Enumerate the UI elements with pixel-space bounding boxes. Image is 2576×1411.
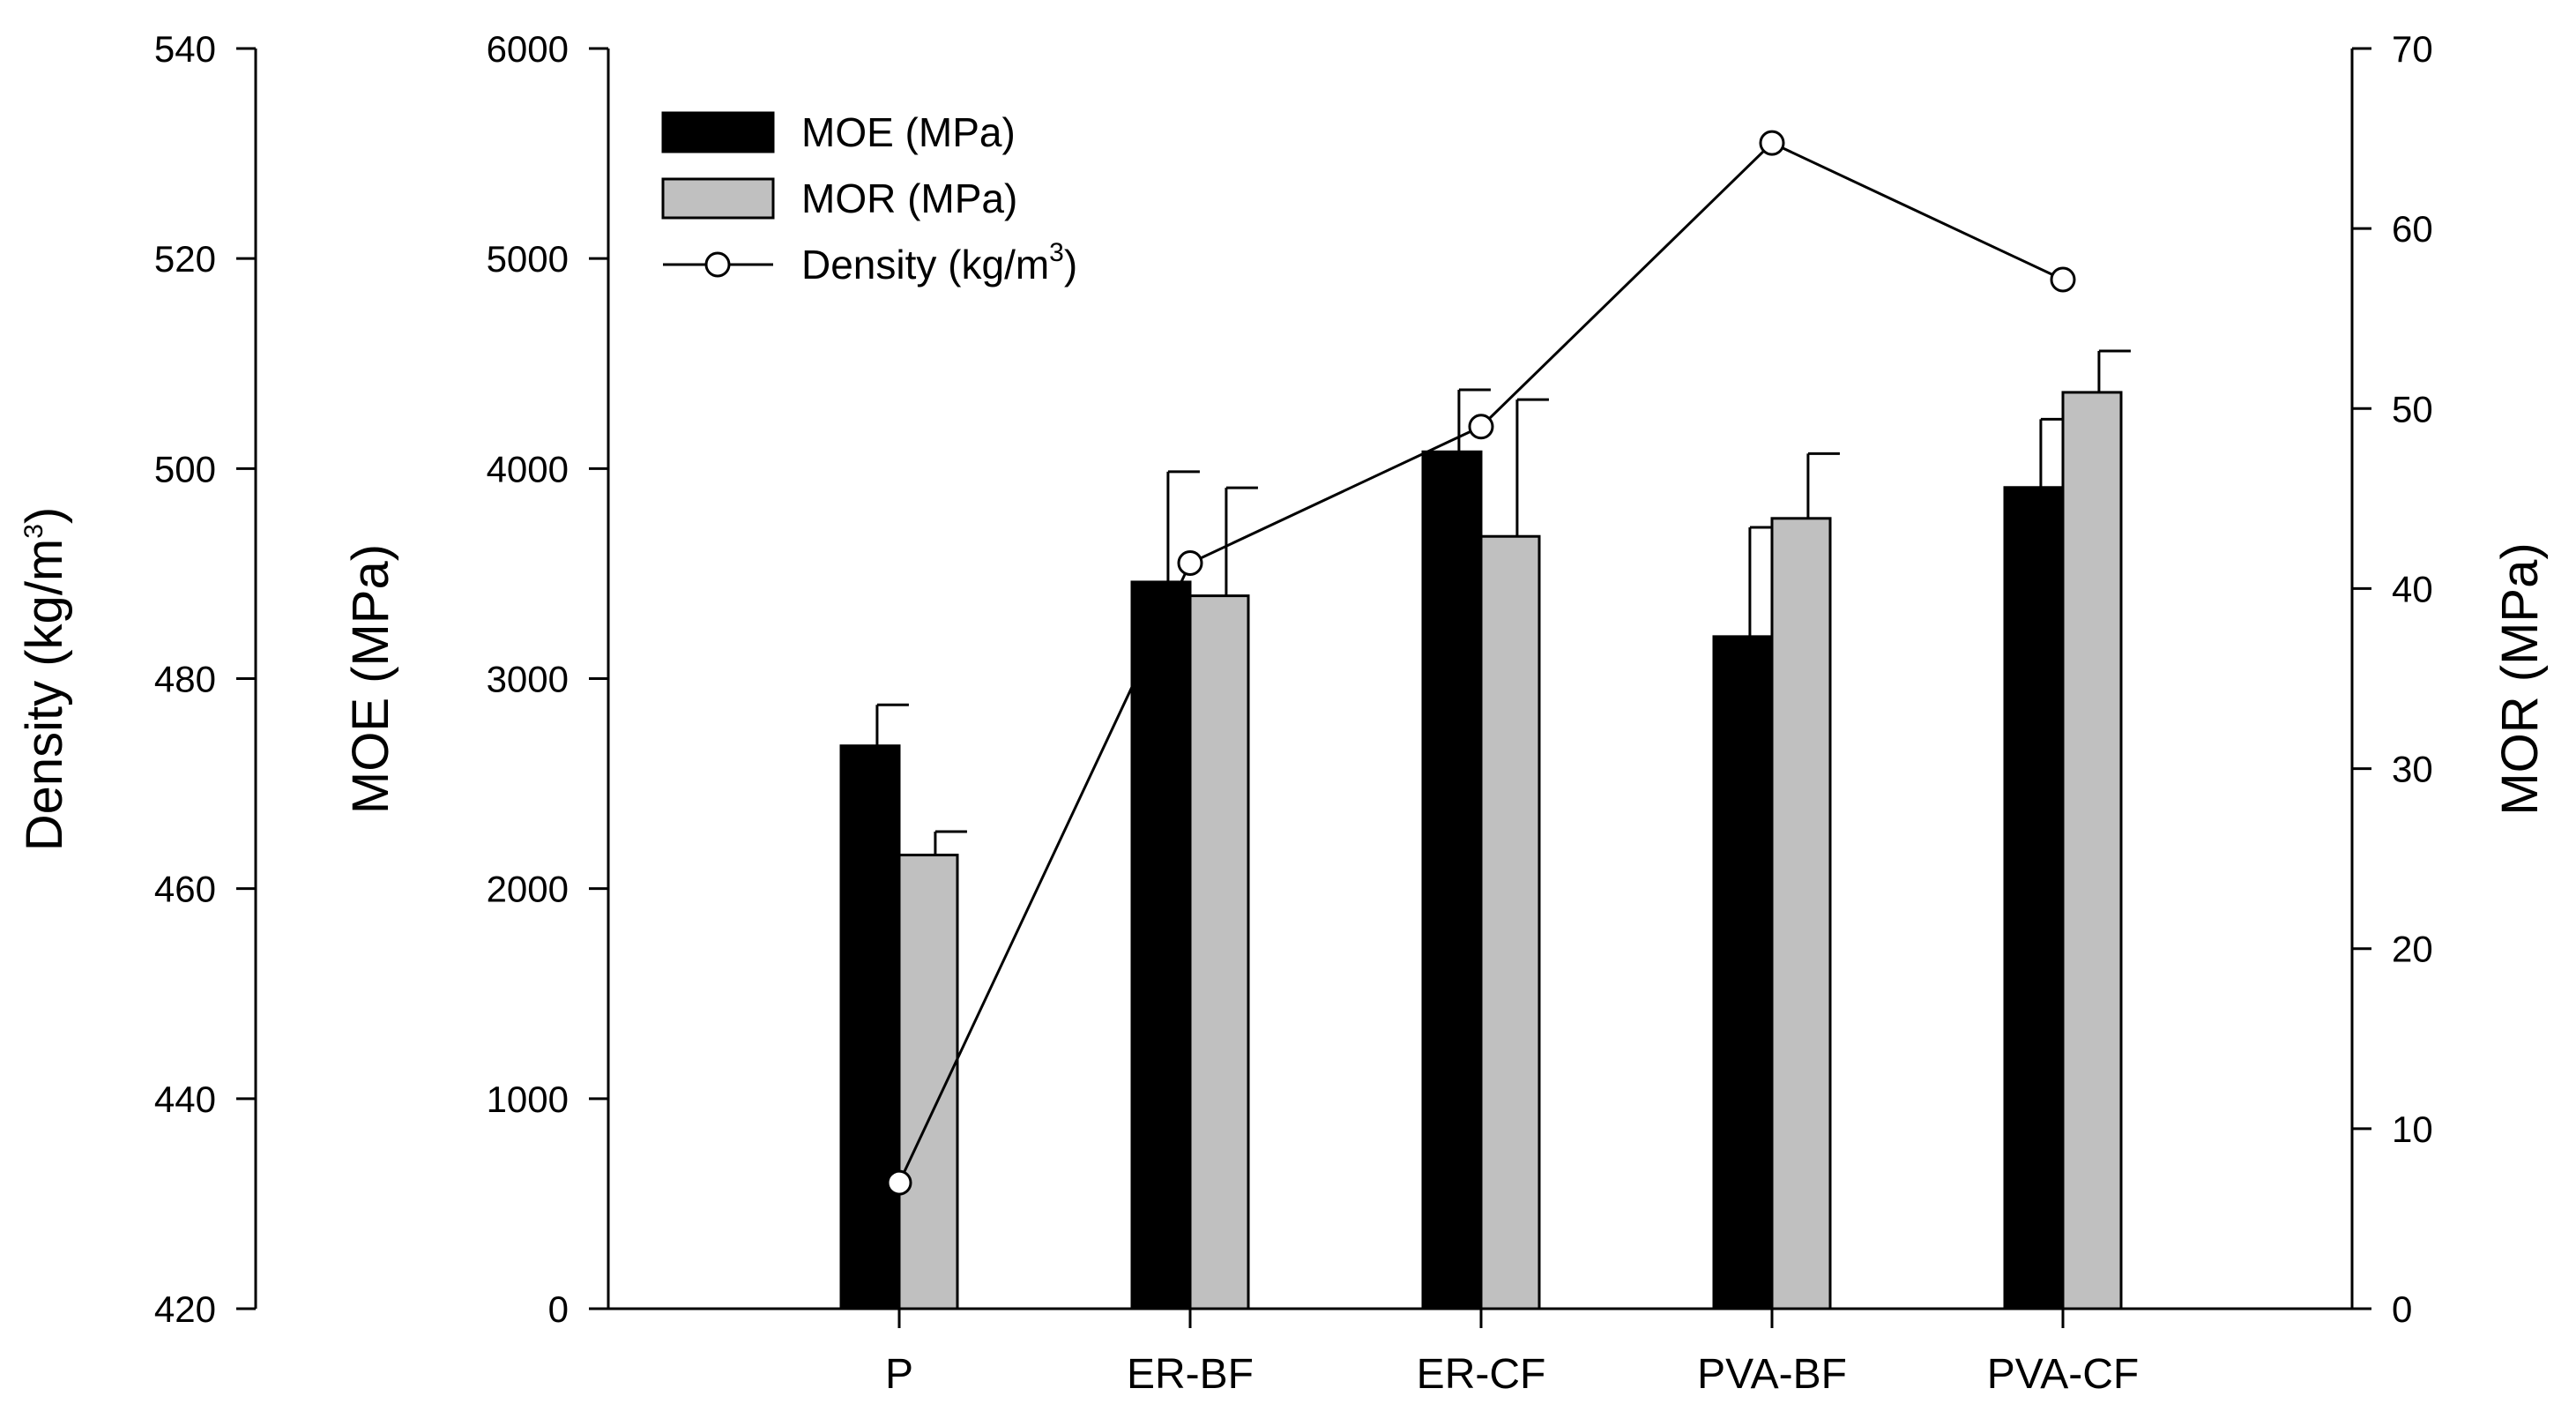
legend-label-main: MOE (MPa): [801, 109, 1016, 155]
density-tick-label: 440: [154, 1079, 216, 1120]
moe-tick-label: 0: [548, 1288, 569, 1330]
bar-mor-pva-cf: [2061, 391, 2123, 1310]
x-tick-label: ER-CF: [1417, 1351, 1546, 1398]
density-point-pva-cf: [2050, 266, 2076, 293]
mor-axis-title-main: MOR (MPa): [2491, 542, 2549, 815]
legend-label-2: Density (kg/m3): [801, 238, 1077, 287]
legend-label-end: ): [1064, 242, 1077, 287]
moe-tick-label: 5000: [487, 238, 569, 280]
density-line-group: [886, 130, 2076, 1196]
density-axis-title-main: Density (kg/m: [16, 539, 73, 852]
x-tick-label: P: [885, 1351, 913, 1398]
legend-swatch-density-marker: [704, 251, 731, 278]
legend-label-0: MOE (MPa): [801, 109, 1016, 155]
mor-tick-label: 50: [2392, 388, 2433, 429]
legend-label-main: MOR (MPa): [801, 175, 1017, 221]
legend-label-sup: 3: [1049, 238, 1064, 267]
moe-axis-title: MOE (MPa): [342, 544, 399, 814]
moe-tick-label: 3000: [487, 659, 569, 700]
density-tick-label: 500: [154, 448, 216, 489]
mor-tick-label: 60: [2392, 208, 2433, 250]
density-tick-label: 520: [154, 238, 216, 280]
density-axis-title-end: ): [16, 507, 73, 524]
moe-axis-title-main: MOE (MPa): [342, 544, 399, 814]
mor-tick-label: 20: [2392, 929, 2433, 970]
legend-swatch-1: [661, 177, 775, 220]
moe-tick-label: 1000: [487, 1079, 569, 1120]
mor-tick-label: 30: [2392, 749, 2433, 790]
bar-moe-pva-bf: [1712, 635, 1774, 1310]
bar-mor-pva-bf: [1770, 517, 1832, 1310]
density-point-er-bf: [1177, 550, 1203, 577]
density-point-er-cf: [1468, 414, 1494, 440]
bar-mor-p: [897, 854, 959, 1310]
bar-mor-er-cf: [1479, 534, 1541, 1310]
density-tick-label: 460: [154, 869, 216, 910]
bar-moe-er-bf: [1130, 580, 1192, 1310]
density-tick-label: 420: [154, 1288, 216, 1330]
density-point-pva-bf: [1759, 130, 1785, 156]
bar-moe-er-cf: [1421, 450, 1483, 1310]
moe-tick-label: 4000: [487, 448, 569, 489]
bar-moe-p: [839, 744, 901, 1310]
legend: MOE (MPa) MOR (MPa) Density (kg/m3): [661, 109, 1077, 287]
moe-tick-label: 2000: [487, 869, 569, 910]
density-axis-title-sup: 3: [19, 524, 48, 539]
mor-axis-title: MOR (MPa): [2491, 542, 2549, 815]
x-tick-label: PVA-BF: [1697, 1351, 1847, 1398]
density-axis-title: Density (kg/m3): [16, 507, 73, 852]
moe-tick-label: 6000: [487, 28, 569, 70]
bar-moe-pva-cf: [2003, 486, 2065, 1310]
x-tick-label: ER-BF: [1127, 1351, 1254, 1398]
legend-swatch-0: [661, 111, 775, 153]
mor-tick-label: 0: [2392, 1288, 2412, 1330]
legend-label-1: MOR (MPa): [801, 175, 1017, 221]
x-tick-label: PVA-CF: [1987, 1351, 2139, 1398]
axes-group: 5405205004804604404206000500040003000200…: [16, 28, 2549, 1398]
density-point-p: [886, 1169, 912, 1196]
density-tick-label: 480: [154, 659, 216, 700]
mor-tick-label: 70: [2392, 28, 2433, 70]
density-tick-label: 540: [154, 28, 216, 70]
legend-label-main: Density (kg/m: [801, 242, 1049, 287]
mor-tick-label: 10: [2392, 1109, 2433, 1150]
bar-mor-er-bf: [1188, 594, 1250, 1310]
mor-tick-label: 40: [2392, 568, 2433, 609]
bars-group: [839, 349, 2131, 1310]
